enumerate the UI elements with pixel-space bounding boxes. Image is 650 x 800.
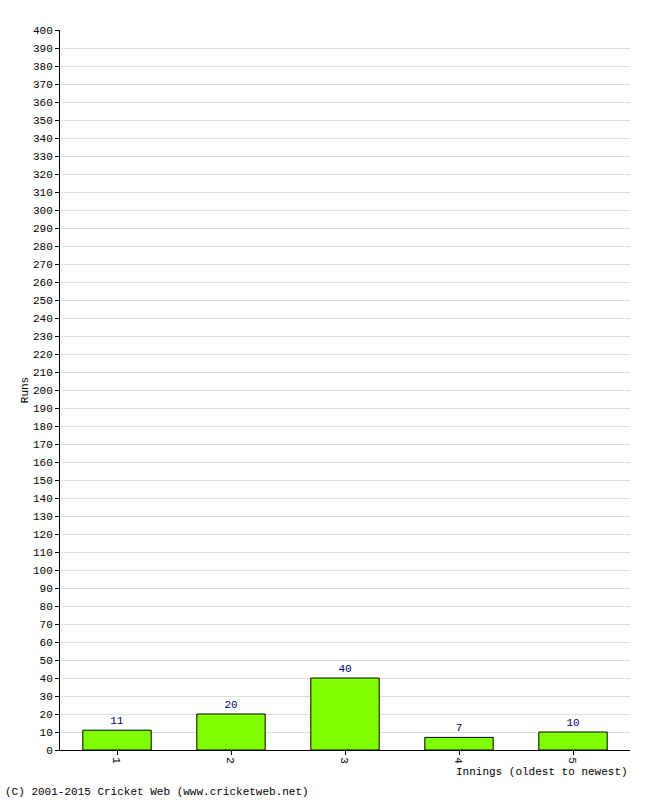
svg-text:170: 170 — [33, 439, 53, 451]
svg-text:340: 340 — [33, 133, 53, 145]
svg-text:40: 40 — [338, 663, 351, 675]
svg-text:10: 10 — [566, 717, 579, 729]
svg-text:230: 230 — [33, 331, 53, 343]
svg-text:1: 1 — [110, 757, 122, 764]
svg-text:90: 90 — [40, 583, 53, 595]
svg-text:50: 50 — [40, 655, 53, 667]
svg-text:330: 330 — [33, 151, 53, 163]
svg-text:130: 130 — [33, 511, 53, 523]
svg-text:380: 380 — [33, 61, 53, 73]
svg-text:7: 7 — [456, 722, 463, 734]
svg-text:0: 0 — [46, 745, 53, 757]
svg-text:5: 5 — [566, 757, 578, 764]
svg-text:320: 320 — [33, 169, 53, 181]
svg-text:120: 120 — [33, 529, 53, 541]
svg-text:150: 150 — [33, 475, 53, 487]
svg-text:100: 100 — [33, 565, 53, 577]
svg-text:Innings (oldest to newest): Innings (oldest to newest) — [456, 766, 628, 778]
svg-text:80: 80 — [40, 601, 53, 613]
svg-text:10: 10 — [40, 727, 53, 739]
svg-text:180: 180 — [33, 421, 53, 433]
svg-text:60: 60 — [40, 637, 53, 649]
svg-text:260: 260 — [33, 277, 53, 289]
svg-text:Runs: Runs — [19, 377, 31, 403]
svg-text:280: 280 — [33, 241, 53, 253]
svg-text:40: 40 — [40, 673, 53, 685]
svg-text:70: 70 — [40, 619, 53, 631]
svg-text:350: 350 — [33, 115, 53, 127]
svg-text:400: 400 — [33, 25, 53, 37]
svg-text:390: 390 — [33, 43, 53, 55]
svg-text:30: 30 — [40, 691, 53, 703]
svg-text:160: 160 — [33, 457, 53, 469]
svg-text:270: 270 — [33, 259, 53, 271]
svg-text:300: 300 — [33, 205, 53, 217]
svg-text:190: 190 — [33, 403, 53, 415]
svg-text:250: 250 — [33, 295, 53, 307]
svg-text:2: 2 — [224, 757, 236, 764]
svg-text:110: 110 — [33, 547, 53, 559]
svg-text:370: 370 — [33, 79, 53, 91]
svg-text:20: 20 — [40, 709, 53, 721]
svg-text:3: 3 — [338, 757, 350, 764]
svg-text:310: 310 — [33, 187, 53, 199]
svg-text:210: 210 — [33, 367, 53, 379]
svg-text:220: 220 — [33, 349, 53, 361]
svg-text:11: 11 — [110, 715, 124, 727]
svg-text:200: 200 — [33, 385, 53, 397]
svg-text:20: 20 — [224, 699, 237, 711]
svg-text:290: 290 — [33, 223, 53, 235]
svg-text:240: 240 — [33, 313, 53, 325]
svg-text:140: 140 — [33, 493, 53, 505]
svg-text:4: 4 — [452, 757, 464, 764]
svg-text:360: 360 — [33, 97, 53, 109]
svg-text:(C) 2001-2015 Cricket Web (www: (C) 2001-2015 Cricket Web (www.cricketwe… — [5, 786, 309, 798]
